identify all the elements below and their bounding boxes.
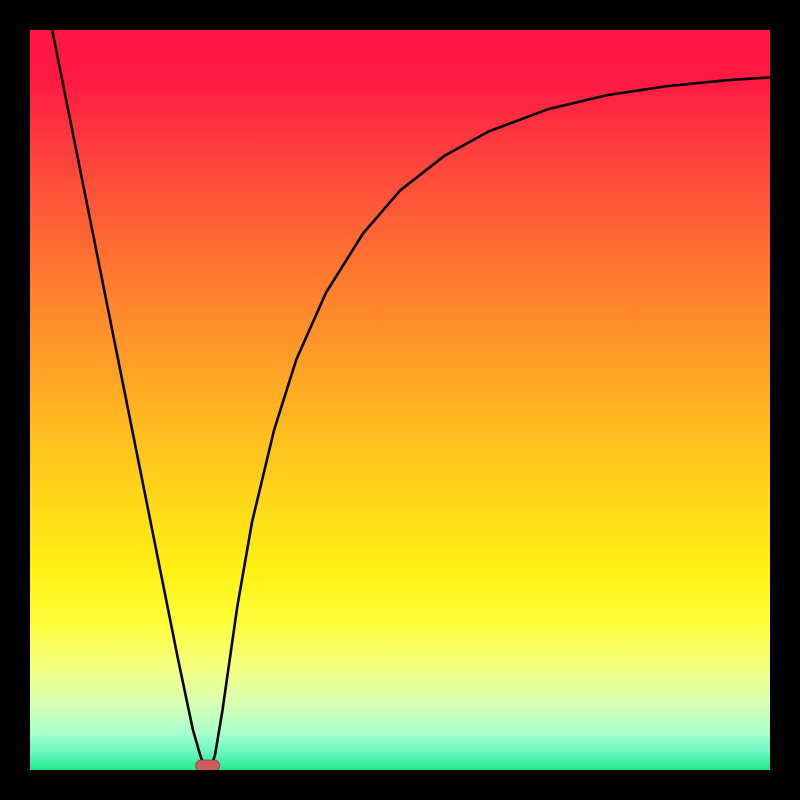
optimal-point-marker (196, 760, 220, 771)
chart-container: TheBottleneck.com (0, 0, 800, 800)
bottleneck-curve-chart (0, 0, 800, 800)
chart-background-gradient (30, 30, 770, 770)
